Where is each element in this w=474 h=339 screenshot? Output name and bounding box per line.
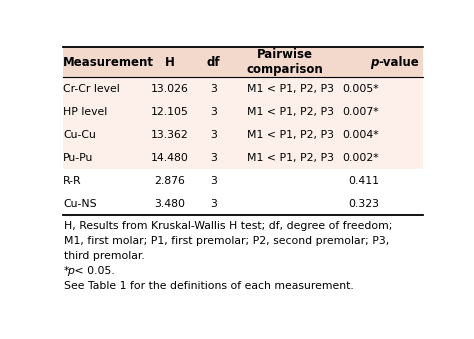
- Text: 3.480: 3.480: [154, 199, 185, 208]
- Text: 0.005*: 0.005*: [342, 84, 379, 94]
- Text: -value: -value: [379, 56, 419, 69]
- Text: M1 < P1, P2, P3: M1 < P1, P2, P3: [246, 84, 334, 94]
- Text: 3: 3: [210, 199, 217, 208]
- Text: M1, first molar; P1, first premolar; P2, second premolar; P3,: M1, first molar; P1, first premolar; P2,…: [64, 236, 389, 246]
- Text: Pu-Pu: Pu-Pu: [63, 153, 93, 163]
- Text: 13.362: 13.362: [151, 129, 188, 140]
- Text: Cu-NS: Cu-NS: [63, 199, 97, 208]
- Text: M1 < P1, P2, P3: M1 < P1, P2, P3: [246, 107, 334, 117]
- Text: 0.411: 0.411: [348, 176, 379, 185]
- Text: 0.007*: 0.007*: [342, 107, 379, 117]
- Text: 3: 3: [210, 176, 217, 185]
- Text: 13.026: 13.026: [151, 84, 188, 94]
- Bar: [63, 146, 423, 169]
- Text: H: H: [164, 56, 174, 69]
- Text: M1 < P1, P2, P3: M1 < P1, P2, P3: [246, 153, 334, 163]
- Bar: [63, 77, 423, 100]
- Text: 3: 3: [210, 84, 217, 94]
- Text: 3: 3: [210, 153, 217, 163]
- Text: p: p: [67, 266, 74, 276]
- Text: Cr-Cr level: Cr-Cr level: [63, 84, 119, 94]
- Text: R-R: R-R: [63, 176, 82, 185]
- Bar: [63, 100, 423, 123]
- Text: 3: 3: [210, 107, 217, 117]
- Bar: [63, 192, 423, 215]
- Text: third premolar.: third premolar.: [64, 251, 145, 261]
- Text: 14.480: 14.480: [151, 153, 188, 163]
- Text: Cu-Cu: Cu-Cu: [63, 129, 96, 140]
- Text: 0.323: 0.323: [348, 199, 379, 208]
- Text: 12.105: 12.105: [151, 107, 188, 117]
- Text: Measurement: Measurement: [63, 56, 154, 69]
- Bar: [63, 169, 423, 192]
- Bar: [63, 123, 423, 146]
- Bar: [63, 47, 423, 77]
- Text: See Table 1 for the definitions of each measurement.: See Table 1 for the definitions of each …: [64, 281, 354, 291]
- Text: Pairwise
comparison: Pairwise comparison: [246, 48, 323, 76]
- Text: *: *: [64, 266, 69, 276]
- Text: p: p: [371, 56, 379, 69]
- Text: 3: 3: [210, 129, 217, 140]
- Text: 0.004*: 0.004*: [342, 129, 379, 140]
- Text: < 0.05.: < 0.05.: [72, 266, 115, 276]
- Text: 0.002*: 0.002*: [342, 153, 379, 163]
- Text: df: df: [207, 56, 220, 69]
- Text: HP level: HP level: [63, 107, 107, 117]
- Text: 2.876: 2.876: [154, 176, 185, 185]
- Text: H, Results from Kruskal-Wallis H test; df, degree of freedom;: H, Results from Kruskal-Wallis H test; d…: [64, 221, 392, 231]
- Text: M1 < P1, P2, P3: M1 < P1, P2, P3: [246, 129, 334, 140]
